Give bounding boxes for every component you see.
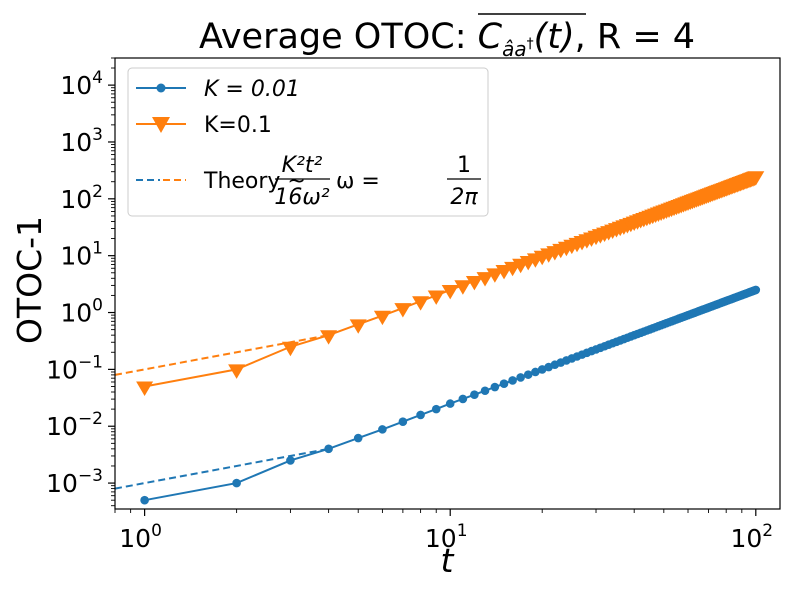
data-point-s1-6 <box>394 303 412 318</box>
data-point-s0-3 <box>324 444 333 454</box>
legend: K = 0.01 K=0.1 Theory ~ K²t² 16ω² ω = 1 … <box>127 67 489 217</box>
data-point-s0-1 <box>232 478 241 488</box>
y-axis-label: OTOC-1 <box>10 216 49 344</box>
axes-frame <box>114 57 781 510</box>
legend-frame <box>127 67 489 217</box>
data-point-s1-0 <box>136 381 154 396</box>
data-point-s0-4 <box>353 433 363 443</box>
y-tick-label: 103 <box>60 125 103 157</box>
legend-omega-den: 2π <box>450 185 478 210</box>
y-tick-label: 102 <box>60 182 103 214</box>
legend-marker-k001 <box>156 83 166 93</box>
data-point-s1-13 <box>486 268 504 283</box>
data-point-s0-18 <box>531 367 540 377</box>
data-point-s1-9 <box>441 284 459 300</box>
data-point-s0-10 <box>458 394 468 404</box>
data-point-s0-12 <box>480 386 490 396</box>
legend-label-theory-prefix: Theory ~ <box>203 169 306 194</box>
legend-theory-den: 16ω² <box>274 185 329 210</box>
data-point-s1-99 <box>747 171 765 186</box>
data-point-s0-7 <box>416 410 425 420</box>
data-point-s1-8 <box>427 290 445 305</box>
data-point-s1-12 <box>476 272 494 287</box>
data-point-s0-9 <box>445 399 455 408</box>
data-point-s1-11 <box>465 276 483 291</box>
y-tick-label: 10−1 <box>46 352 103 384</box>
data-point-s0-2 <box>286 456 295 465</box>
x-tick-label: 102 <box>730 521 773 553</box>
data-point-s0-11 <box>470 390 479 399</box>
data-point-s0-15 <box>508 376 517 385</box>
legend-marker-k01 <box>152 117 170 133</box>
data-point-s0-99 <box>751 285 761 295</box>
y-tick-label: 100 <box>60 296 103 328</box>
series-line-2 <box>114 447 329 490</box>
data-point-s0-6 <box>398 417 408 427</box>
data-point-s0-17 <box>523 370 533 379</box>
data-point-s0-16 <box>516 373 525 382</box>
chart-title: Average OTOC: Câa†(t), R = 4 <box>199 17 695 61</box>
data-point-s1-1 <box>228 364 246 379</box>
data-point-s1-10 <box>454 280 472 295</box>
data-point-s1-7 <box>412 296 430 311</box>
data-point-s0-14 <box>499 379 509 388</box>
legend-theory-omega: ω = <box>336 169 380 194</box>
legend-omega-num: 1 <box>457 153 471 178</box>
y-tick-label: 10−2 <box>46 409 103 441</box>
data-point-s0-5 <box>378 425 387 434</box>
y-tick-label: 10−3 <box>46 466 103 498</box>
x-axis-label: t <box>441 541 455 580</box>
legend-theory-num: K²t² <box>282 153 323 178</box>
data-point-s0-13 <box>490 382 500 392</box>
legend-label-k01: K=0.1 <box>204 113 272 138</box>
data-point-s0-8 <box>431 404 441 414</box>
x-tick-label: 100 <box>119 521 162 553</box>
series-line-3 <box>114 334 329 376</box>
data-point-s1-3 <box>320 330 338 345</box>
data-point-s0-0 <box>140 495 149 505</box>
x-tick-label: 101 <box>425 521 468 553</box>
y-tick-label: 104 <box>60 68 103 100</box>
plot-area: 10−3 10−2 10−1 100 101 102 103 104 100 101 102 <box>46 57 781 553</box>
data-point-s0-19 <box>537 365 547 374</box>
legend-label-k001: K = 0.01 <box>204 77 300 102</box>
y-tick-label: 101 <box>60 239 103 271</box>
data-point-s1-5 <box>373 310 391 326</box>
data-point-s1-2 <box>281 341 299 357</box>
data-point-s1-4 <box>349 319 367 334</box>
